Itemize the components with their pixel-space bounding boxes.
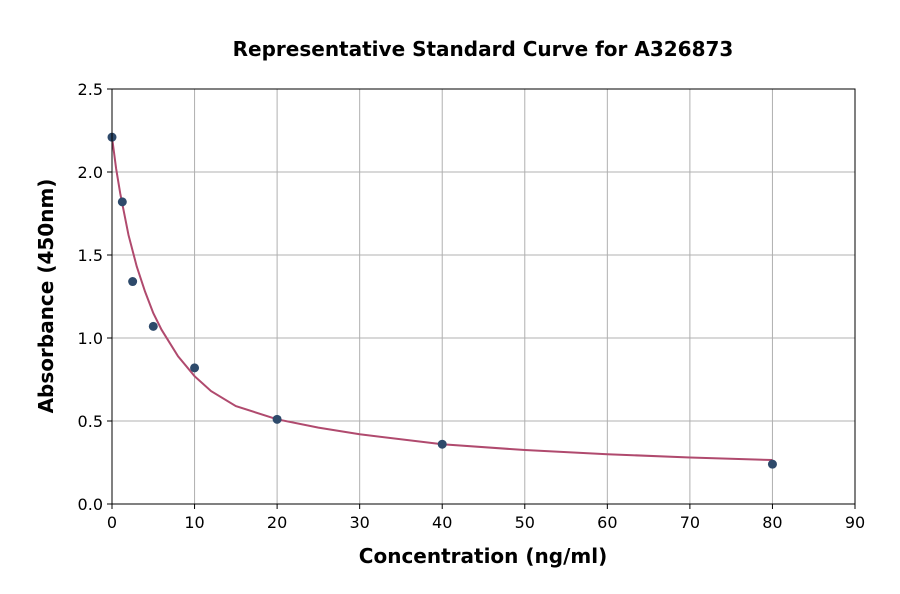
x-tick-label: 10	[184, 513, 204, 532]
data-points-layer	[107, 132, 777, 469]
fit-curve-line	[111, 137, 773, 462]
data-point	[117, 197, 127, 207]
plot-frame	[111, 88, 856, 505]
data-point	[437, 439, 447, 449]
x-tick-label: 80	[762, 513, 782, 532]
x-tick-label: 50	[515, 513, 535, 532]
axis-ticks: 0 10 20 30 40 50 60 70 80 90 0.0 0.5 1.0 1.5 2.0 2.5	[78, 80, 866, 532]
x-tick-label: 40	[432, 513, 452, 532]
x-tick-label: 0	[107, 513, 117, 532]
x-tick-label: 60	[597, 513, 617, 532]
x-tick-label: 90	[845, 513, 865, 532]
grid-lines	[111, 88, 856, 505]
y-tick-label: 2.0	[78, 163, 103, 182]
x-axis-label: Concentration (ng/ml)	[359, 544, 607, 568]
data-point	[128, 277, 138, 287]
y-tick-label: 0.0	[78, 495, 103, 514]
y-tick-label: 1.5	[78, 246, 103, 265]
y-tick-label: 1.0	[78, 329, 103, 348]
data-point	[190, 363, 200, 373]
y-tick-label: 2.5	[78, 80, 103, 99]
x-tick-label: 30	[349, 513, 369, 532]
x-tick-label: 70	[680, 513, 700, 532]
y-axis-label: Absorbance (450nm)	[34, 179, 58, 414]
chart-title: Representative Standard Curve for A32687…	[233, 37, 734, 61]
data-point	[148, 321, 158, 331]
x-tick-label: 20	[267, 513, 287, 532]
fit-curve-layer	[111, 137, 773, 462]
data-point	[767, 459, 777, 469]
data-point	[272, 414, 282, 424]
y-tick-label: 0.5	[78, 412, 103, 431]
